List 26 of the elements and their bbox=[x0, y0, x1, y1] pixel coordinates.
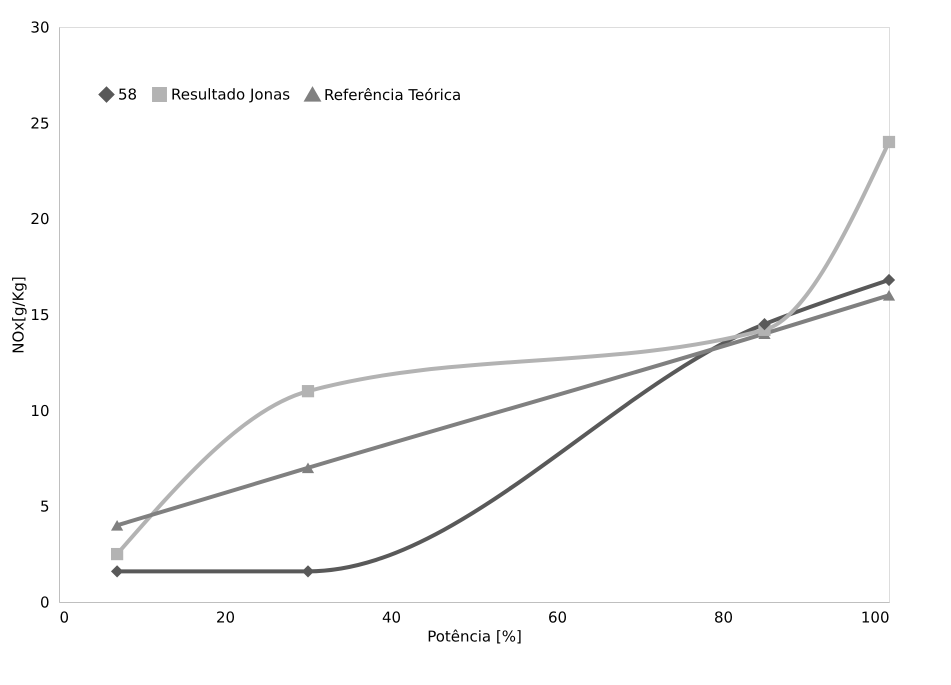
y-tick-label: 10 bbox=[30, 402, 50, 420]
y-tick-label: 0 bbox=[40, 594, 50, 612]
point bbox=[882, 136, 896, 148]
y-tick-label: 5 bbox=[40, 498, 50, 516]
y-tick-label: 15 bbox=[30, 306, 50, 324]
point bbox=[882, 274, 896, 286]
x-tick-label: 80 bbox=[714, 608, 734, 626]
y-axis-title: NOx[g/Kg] bbox=[9, 276, 28, 354]
y-tick-label: 30 bbox=[30, 18, 50, 36]
point bbox=[110, 548, 124, 560]
x-tick-label: 20 bbox=[216, 608, 236, 626]
legend-label: Referência Teórica bbox=[324, 86, 462, 104]
x-tick-label: 0 bbox=[60, 608, 70, 626]
x-tick-label: 60 bbox=[548, 608, 568, 626]
y-tick-label: 20 bbox=[30, 210, 50, 228]
x-tick-label: 40 bbox=[382, 608, 402, 626]
x-tick-label: 100 bbox=[860, 608, 890, 626]
point bbox=[110, 520, 124, 531]
y-tick-label: 25 bbox=[30, 114, 50, 132]
legend-label: Resultado Jonas bbox=[171, 86, 290, 104]
point bbox=[302, 462, 314, 474]
legend-label: 58 bbox=[118, 86, 138, 104]
x-axis-title: Potência [%] bbox=[427, 628, 522, 646]
point bbox=[758, 318, 771, 330]
point bbox=[302, 385, 314, 398]
point bbox=[882, 290, 896, 301]
